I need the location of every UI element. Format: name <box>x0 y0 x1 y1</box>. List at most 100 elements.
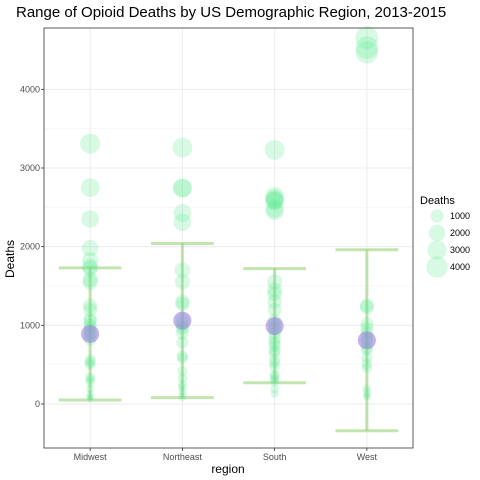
mean-point <box>173 311 192 330</box>
data-point <box>173 213 192 232</box>
legend-label: 1000 <box>450 211 470 221</box>
data-point <box>270 389 279 398</box>
data-point <box>83 298 98 313</box>
data-point <box>265 199 284 218</box>
data-point <box>360 321 374 335</box>
panel-border <box>43 27 414 449</box>
data-point <box>264 139 285 160</box>
data-point <box>173 203 192 222</box>
x-tick-label: Midwest <box>74 452 108 462</box>
data-point <box>268 339 281 352</box>
series-northeast <box>151 137 214 402</box>
data-point <box>82 260 99 277</box>
legend-label: 4000 <box>450 262 470 272</box>
data-point <box>82 251 99 269</box>
data-point <box>81 210 99 228</box>
series-west <box>335 25 399 433</box>
data-point <box>82 272 98 288</box>
data-point <box>355 41 379 64</box>
data-point <box>84 356 96 368</box>
data-point <box>175 296 190 312</box>
data-point <box>176 336 189 349</box>
data-point <box>269 361 280 373</box>
data-point <box>80 178 100 198</box>
data-point <box>174 274 191 290</box>
data-point <box>177 365 188 377</box>
data-point <box>176 350 189 362</box>
data-point <box>86 395 94 403</box>
x-tick-label: West <box>357 452 378 462</box>
legend-key <box>428 224 446 242</box>
data-point <box>359 298 374 313</box>
data-point <box>177 379 187 389</box>
data-point <box>268 332 281 345</box>
data-point <box>268 347 281 359</box>
series-midwest <box>58 133 122 403</box>
data-point <box>83 302 98 317</box>
data-point <box>86 390 94 399</box>
data-point <box>361 351 373 364</box>
y-tick-label: 0 <box>35 399 40 409</box>
data-point <box>178 383 187 392</box>
mean-point <box>265 317 284 336</box>
data-point <box>83 312 97 326</box>
mean-point <box>357 331 376 350</box>
data-point <box>265 191 284 210</box>
x-tick-label: Northeast <box>163 452 203 462</box>
data-point <box>84 359 96 370</box>
data-point <box>82 274 98 290</box>
data-point <box>85 372 95 383</box>
series-south <box>243 139 306 398</box>
mean-point <box>81 324 100 343</box>
data-point <box>269 369 280 380</box>
data-point <box>85 377 95 387</box>
legend-key <box>427 240 447 260</box>
data-point <box>361 362 373 374</box>
y-tick-label: 2000 <box>20 242 40 252</box>
data-point <box>81 239 99 257</box>
data-point <box>85 374 95 385</box>
data-point <box>178 387 187 396</box>
data-point <box>174 262 191 279</box>
data-point <box>177 373 188 383</box>
data-point <box>269 354 281 366</box>
data-point <box>360 317 374 331</box>
data-point <box>359 300 374 315</box>
data-point <box>172 137 193 158</box>
data-point <box>267 302 282 317</box>
data-point <box>173 178 192 198</box>
legend-label: 3000 <box>450 245 470 255</box>
data-point <box>85 384 95 394</box>
data-point <box>355 36 379 60</box>
x-axis: Midwest Northeast South West <box>74 448 378 462</box>
data-point <box>86 393 94 401</box>
data-point <box>269 374 280 385</box>
data-point <box>265 189 284 208</box>
data-point <box>268 336 281 349</box>
y-tick-label: 3000 <box>20 163 40 173</box>
y-tick-label: 4000 <box>20 84 40 94</box>
data-point <box>362 388 371 397</box>
data-point <box>83 314 97 329</box>
data-point <box>265 202 284 221</box>
data-point <box>361 358 373 370</box>
data-point <box>266 274 283 290</box>
data-point <box>267 282 283 298</box>
data-point <box>269 357 281 369</box>
legend-key <box>430 209 444 223</box>
data-point <box>363 393 371 401</box>
data-point <box>363 391 371 400</box>
data-point <box>362 383 372 393</box>
panel-background <box>44 28 413 448</box>
data-point <box>265 187 284 206</box>
legend-title: Deaths <box>420 195 455 207</box>
data-point <box>178 391 187 400</box>
data-point <box>265 191 284 211</box>
y-axis: 0 1000 2000 3000 4000 <box>20 84 44 409</box>
data-point <box>267 286 282 302</box>
legend-key <box>426 256 448 278</box>
data-point <box>355 25 379 49</box>
data-point <box>269 371 280 382</box>
x-tick-label: South <box>263 452 287 462</box>
y-axis-title: Deaths <box>3 240 17 278</box>
